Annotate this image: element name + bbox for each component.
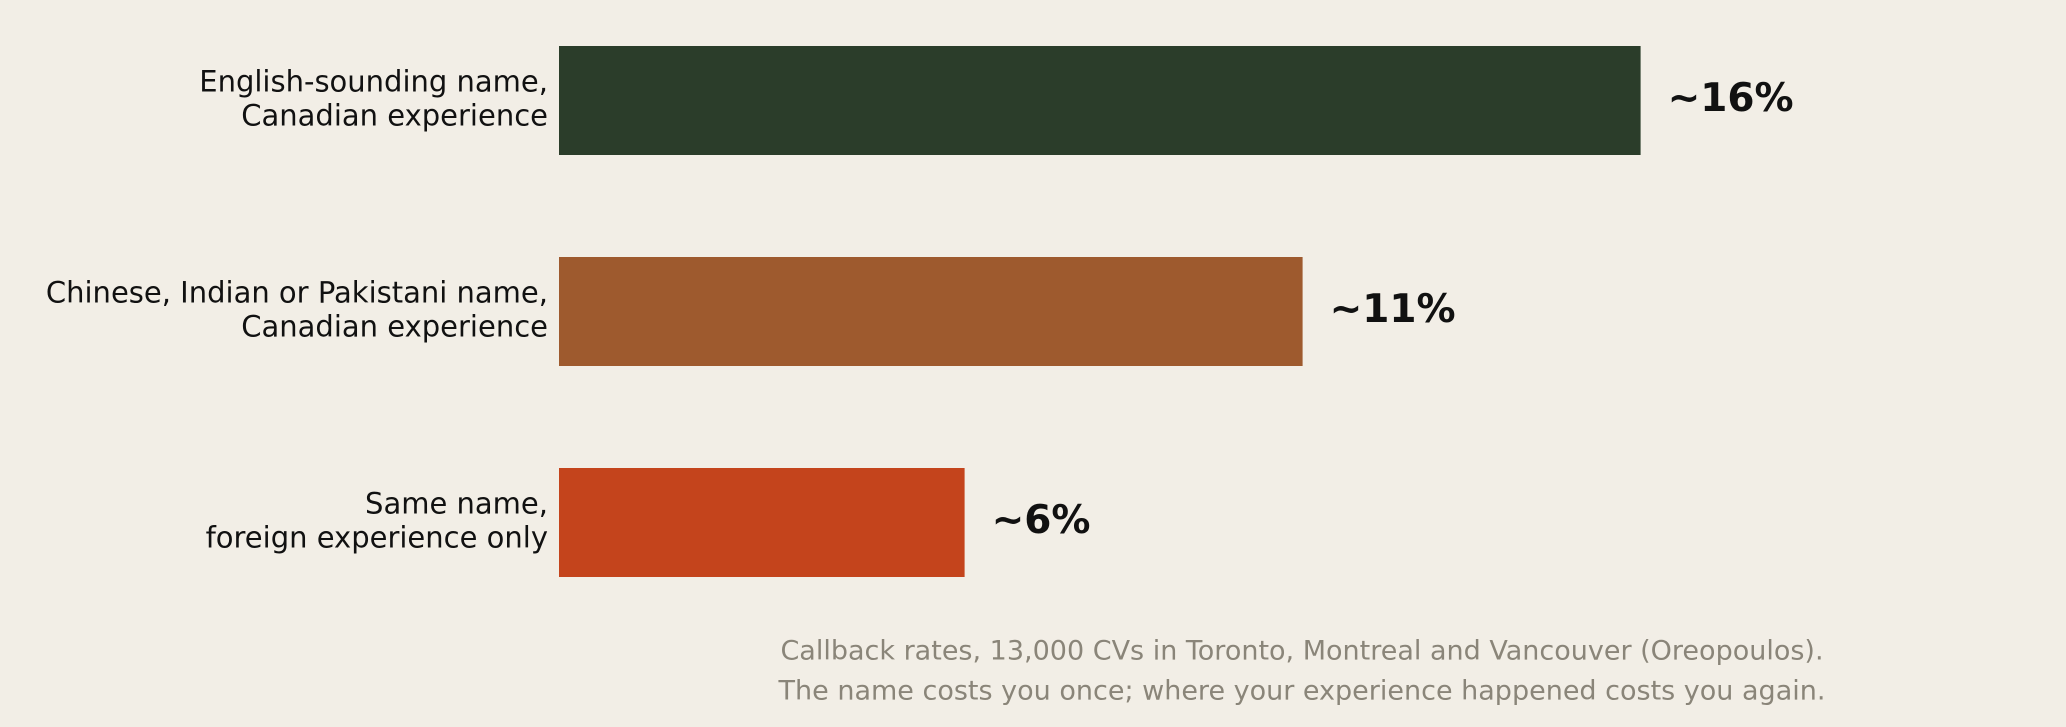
caption: The name costs you once; where your expe… bbox=[778, 676, 1826, 707]
bar bbox=[559, 46, 1641, 155]
category-label: Chinese, Indian or Pakistani name, Canadi… bbox=[46, 276, 548, 344]
bar bbox=[559, 468, 965, 577]
category-label: Same name, foreign experience only bbox=[206, 487, 548, 555]
category-label: English-sounding name, Canadian experienc… bbox=[199, 65, 548, 133]
caption: Callback rates, 13,000 CVs in Toronto, M… bbox=[780, 636, 1823, 667]
bar bbox=[559, 257, 1303, 366]
value-label: ~11% bbox=[1330, 287, 1456, 332]
value-label: ~6% bbox=[992, 498, 1091, 543]
value-label: ~16% bbox=[1668, 76, 1794, 121]
